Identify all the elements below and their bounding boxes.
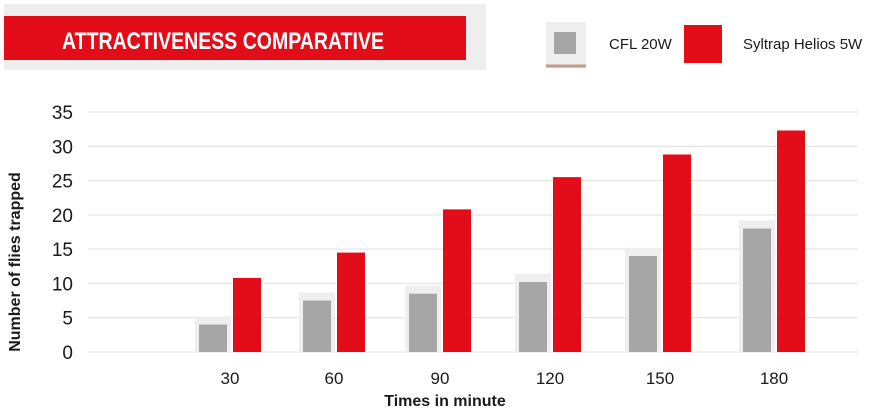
y-axis-label: Number of flies trapped — [7, 172, 24, 352]
bar-cfl-20w — [743, 228, 771, 352]
x-tick-label: 180 — [760, 369, 788, 388]
bar-cfl-20w — [519, 282, 547, 352]
legend-label-cfl: CFL 20W — [609, 36, 673, 53]
bar-cfl-20w — [409, 293, 437, 352]
bar-syltrap-helios-5w — [777, 130, 805, 352]
x-tick-label: 60 — [325, 369, 344, 388]
chart-title: ATTRACTIVENESS COMPARATIVE — [62, 28, 384, 55]
bar-syltrap-helios-5w — [233, 277, 261, 352]
x-tick-label: 120 — [536, 369, 564, 388]
x-tick-label: 90 — [431, 369, 450, 388]
title-banner — [4, 16, 466, 60]
y-axis-ticks: 0 5 10 15 20 25 30 35 — [52, 103, 73, 364]
legend-swatch-syltrap — [684, 25, 722, 63]
y-tick-label: 0 — [62, 343, 73, 364]
bar-syltrap-helios-5w — [443, 209, 471, 352]
bar-syltrap-helios-5w — [663, 154, 691, 352]
y-tick-label: 35 — [52, 103, 73, 124]
bar-cfl-20w — [303, 300, 331, 352]
y-tick-label: 10 — [52, 274, 73, 295]
legend: CFL 20W Syltrap Helios 5W — [546, 22, 863, 68]
y-tick-label: 20 — [52, 206, 73, 227]
y-tick-label: 25 — [52, 172, 73, 193]
y-tick-label: 5 — [62, 309, 73, 330]
x-tick-label: 30 — [221, 369, 240, 388]
y-tick-label: 15 — [52, 240, 73, 261]
bar-cfl-20w — [629, 256, 657, 352]
y-tick-label: 30 — [52, 137, 73, 158]
x-axis-label: Times in minute — [384, 393, 506, 410]
bars — [195, 130, 805, 352]
legend-label-syltrap: Syltrap Helios 5W — [743, 36, 863, 53]
bar-cfl-20w — [199, 324, 227, 352]
x-axis-ticks: 30 60 90 120 150 180 — [221, 369, 789, 388]
x-tick-label: 150 — [646, 369, 674, 388]
bar-syltrap-helios-5w — [553, 177, 581, 352]
bar-syltrap-helios-5w — [337, 252, 365, 352]
legend-swatch-cfl — [554, 32, 576, 54]
